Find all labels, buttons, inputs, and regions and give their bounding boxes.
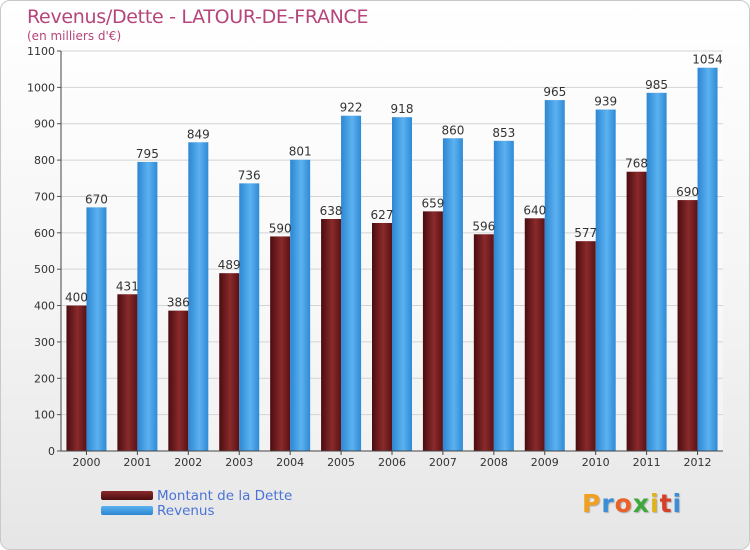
bar-revenus-2007 bbox=[442, 138, 463, 452]
data-label-revenus: 922 bbox=[340, 101, 363, 115]
logo-letter: t bbox=[659, 489, 673, 518]
y-tick-label: 300 bbox=[34, 336, 55, 349]
y-tick-label: 600 bbox=[34, 227, 55, 240]
bar-revenus-2004 bbox=[290, 159, 311, 451]
legend-item-revenus: Revenus bbox=[101, 502, 292, 519]
data-label-dette: 431 bbox=[116, 279, 139, 293]
data-label-dette: 690 bbox=[676, 185, 699, 199]
chart-subtitle: (en milliers d'€) bbox=[27, 29, 122, 43]
x-tick-label: 2002 bbox=[174, 456, 202, 469]
x-tick-label: 2010 bbox=[582, 456, 610, 469]
data-label-dette: 400 bbox=[65, 291, 88, 305]
proxiti-logo: Proxiti bbox=[582, 489, 682, 518]
bar-revenus-2012 bbox=[697, 67, 718, 452]
data-label-revenus: 1054 bbox=[692, 53, 723, 67]
logo-letter: x bbox=[632, 489, 650, 518]
x-tick-label: 2007 bbox=[429, 456, 457, 469]
bar-dette-2011 bbox=[626, 171, 647, 451]
x-tick-label: 2009 bbox=[531, 456, 559, 469]
bar-revenus-2009 bbox=[544, 100, 565, 451]
logo-letter: i bbox=[650, 489, 660, 518]
data-label-revenus: 849 bbox=[187, 127, 210, 141]
logo-letter: r bbox=[601, 489, 615, 518]
x-tick-label: 2001 bbox=[123, 456, 151, 469]
data-label-revenus: 736 bbox=[238, 168, 261, 182]
y-tick-label: 100 bbox=[34, 409, 55, 422]
bar-revenus-2001 bbox=[137, 161, 158, 451]
data-label-revenus: 801 bbox=[289, 145, 312, 159]
data-label-dette: 489 bbox=[218, 258, 241, 272]
data-label-dette: 596 bbox=[472, 219, 495, 233]
data-label-dette: 659 bbox=[421, 196, 444, 210]
bar-dette-2004 bbox=[270, 236, 291, 451]
x-tick-label: 2011 bbox=[633, 456, 661, 469]
x-tick-label: 2005 bbox=[327, 456, 355, 469]
y-tick-label: 700 bbox=[34, 190, 55, 203]
x-tick-label: 2008 bbox=[480, 456, 508, 469]
y-tick-label: 0 bbox=[48, 445, 55, 458]
bar-dette-2000 bbox=[66, 305, 87, 451]
bar-revenus-2002 bbox=[188, 142, 209, 452]
data-label-revenus: 939 bbox=[594, 95, 617, 109]
chart-title: Revenus/Dette - LATOUR-DE-FRANCE bbox=[27, 6, 369, 28]
chart-legend: Montant de la Dette Revenus bbox=[101, 487, 293, 519]
legend-label-dette: Montant de la Dette bbox=[157, 487, 293, 504]
bar-revenus-2008 bbox=[493, 140, 514, 451]
bar-revenus-2003 bbox=[239, 183, 260, 451]
data-label-dette: 590 bbox=[269, 221, 292, 235]
bar-revenus-2005 bbox=[341, 115, 362, 452]
bar-dette-2006 bbox=[372, 223, 392, 451]
bar-dette-2007 bbox=[422, 211, 443, 451]
bar-revenus-2000 bbox=[86, 207, 107, 451]
y-tick-label: 200 bbox=[34, 372, 55, 385]
legend-item-dette: Montant de la Dette bbox=[101, 487, 293, 504]
x-tick-label: 2000 bbox=[72, 456, 100, 469]
bar-dette-2003 bbox=[219, 273, 240, 451]
y-tick-label: 800 bbox=[34, 154, 55, 167]
legend-swatch-revenus bbox=[101, 506, 153, 515]
bar-dette-2005 bbox=[321, 219, 342, 451]
bar-dette-2010 bbox=[575, 241, 596, 451]
bar-dette-2008 bbox=[473, 234, 494, 451]
y-tick-label: 1000 bbox=[27, 81, 55, 94]
bar-dette-2002 bbox=[168, 310, 189, 451]
logo-letter: o bbox=[614, 489, 633, 518]
data-label-revenus: 795 bbox=[136, 147, 159, 161]
y-tick-label: 500 bbox=[34, 263, 55, 276]
legend-swatch-dette bbox=[101, 491, 153, 500]
x-tick-label: 2012 bbox=[684, 456, 712, 469]
bar-revenus-2011 bbox=[646, 92, 667, 452]
bar-dette-2001 bbox=[117, 294, 138, 451]
logo-letter: i bbox=[672, 489, 683, 518]
y-tick-label: 900 bbox=[34, 118, 55, 131]
x-tick-label: 2004 bbox=[276, 456, 304, 469]
data-label-dette: 627 bbox=[371, 208, 394, 222]
data-label-revenus: 918 bbox=[391, 102, 414, 116]
data-label-dette: 768 bbox=[625, 157, 648, 171]
bar-dette-2009 bbox=[524, 218, 545, 451]
data-label-revenus: 985 bbox=[645, 78, 668, 92]
data-label-dette: 386 bbox=[167, 296, 190, 310]
y-tick-label: 1100 bbox=[27, 45, 55, 58]
x-tick-label: 2003 bbox=[225, 456, 253, 469]
data-label-dette: 638 bbox=[320, 204, 343, 218]
data-label-revenus: 965 bbox=[543, 85, 566, 99]
y-tick-label: 400 bbox=[34, 300, 55, 313]
data-label-revenus: 853 bbox=[492, 126, 515, 140]
logo-letter: P bbox=[582, 489, 602, 518]
bar-dette-2012 bbox=[677, 200, 698, 451]
x-tick-label: 2006 bbox=[378, 456, 406, 469]
bar-revenus-2010 bbox=[595, 109, 616, 451]
data-label-revenus: 670 bbox=[85, 192, 108, 206]
legend-label-revenus: Revenus bbox=[157, 502, 215, 519]
data-label-dette: 577 bbox=[574, 226, 597, 240]
bar-revenus-2006 bbox=[392, 117, 412, 451]
data-label-dette: 640 bbox=[523, 203, 546, 217]
data-label-revenus: 860 bbox=[441, 123, 464, 137]
